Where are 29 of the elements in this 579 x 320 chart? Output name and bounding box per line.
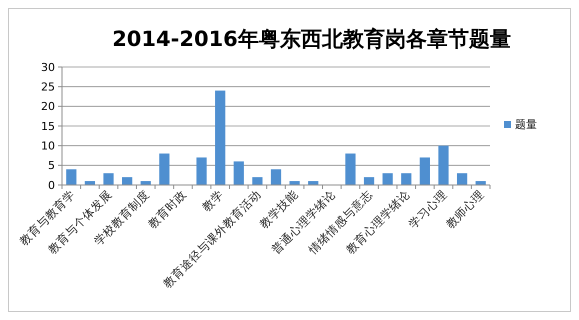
bar bbox=[476, 181, 486, 185]
y-tick-label: 10 bbox=[41, 140, 55, 153]
bar bbox=[382, 173, 393, 185]
bar bbox=[270, 169, 282, 185]
y-tick-label: 0 bbox=[48, 178, 55, 192]
bar bbox=[438, 146, 449, 185]
y-tick-label: 20 bbox=[41, 100, 55, 114]
chart-title: 2014-2016年粤东西北教育岗各章节题量 bbox=[112, 27, 511, 51]
y-tick-label: 5 bbox=[48, 159, 55, 172]
bar bbox=[159, 154, 170, 185]
x-tick-label: 教学 bbox=[199, 187, 226, 214]
bar bbox=[122, 177, 132, 185]
bar bbox=[456, 173, 468, 185]
bar bbox=[196, 157, 207, 185]
y-tick-label: 25 bbox=[41, 80, 55, 94]
bar bbox=[215, 90, 226, 185]
bar bbox=[308, 181, 318, 185]
bar bbox=[103, 173, 114, 185]
bar bbox=[345, 154, 356, 185]
bar bbox=[401, 173, 412, 185]
bar bbox=[420, 157, 430, 185]
bar bbox=[364, 177, 374, 185]
y-tick-label: 15 bbox=[41, 120, 55, 133]
bar bbox=[252, 177, 263, 185]
y-tick-label: 30 bbox=[41, 60, 55, 74]
bar bbox=[234, 161, 244, 185]
bar bbox=[66, 169, 76, 185]
legend-label: 题量 bbox=[515, 118, 537, 131]
bar bbox=[140, 181, 151, 185]
